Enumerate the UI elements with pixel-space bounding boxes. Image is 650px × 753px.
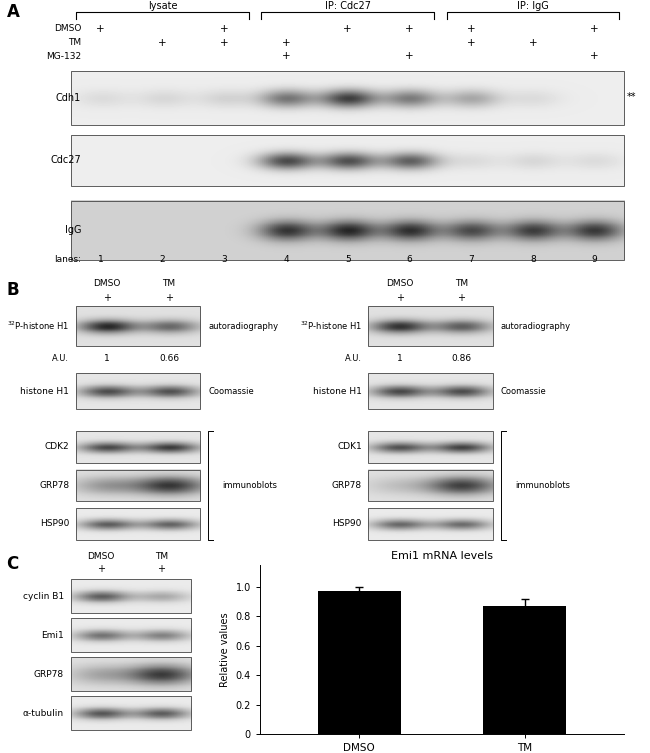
- Text: Cdc27: Cdc27: [51, 155, 81, 165]
- Text: TM: TM: [162, 279, 176, 288]
- Text: 2: 2: [160, 255, 165, 264]
- Bar: [369, 306, 493, 346]
- Text: lysate: lysate: [148, 1, 177, 11]
- Text: B: B: [6, 282, 19, 300]
- Text: Coomassie: Coomassie: [208, 387, 254, 396]
- Text: +: +: [97, 565, 105, 575]
- Text: GRP78: GRP78: [34, 669, 64, 678]
- Text: Emi1: Emi1: [42, 631, 64, 640]
- Text: 0.86: 0.86: [452, 354, 471, 363]
- Bar: [76, 431, 200, 463]
- Text: Cdh1: Cdh1: [56, 93, 81, 103]
- Text: +: +: [343, 24, 352, 34]
- Text: HSP90: HSP90: [40, 520, 70, 529]
- Text: MG-132: MG-132: [46, 52, 81, 61]
- Text: +: +: [281, 51, 291, 61]
- Text: +: +: [528, 38, 538, 47]
- Text: 3: 3: [222, 255, 227, 264]
- Text: $^{32}$P-histone H1: $^{32}$P-histone H1: [7, 320, 70, 332]
- Text: TM: TM: [155, 553, 168, 562]
- Text: +: +: [103, 293, 111, 303]
- Text: 9: 9: [592, 255, 597, 264]
- Text: CDK1: CDK1: [337, 443, 362, 452]
- Text: +: +: [405, 51, 414, 61]
- Bar: [71, 657, 192, 691]
- Text: α-tubulin: α-tubulin: [23, 709, 64, 718]
- Text: autoradiography: autoradiography: [500, 322, 571, 331]
- Text: A.U.: A.U.: [344, 354, 362, 363]
- Text: +: +: [220, 38, 229, 47]
- Bar: [369, 508, 493, 540]
- Text: GRP78: GRP78: [39, 481, 70, 490]
- Bar: [71, 696, 192, 730]
- Bar: [76, 306, 200, 346]
- Text: +: +: [590, 51, 599, 61]
- Bar: [71, 200, 625, 260]
- Text: 4: 4: [283, 255, 289, 264]
- Text: immunoblots: immunoblots: [515, 481, 570, 490]
- Bar: [484, 606, 566, 734]
- Text: histone H1: histone H1: [20, 387, 70, 396]
- Bar: [71, 72, 625, 125]
- Text: DMSO: DMSO: [54, 24, 81, 33]
- Text: +: +: [396, 293, 404, 303]
- Text: 8: 8: [530, 255, 536, 264]
- Text: CDK2: CDK2: [45, 443, 70, 452]
- Text: 1: 1: [397, 354, 402, 363]
- Text: +: +: [458, 293, 465, 303]
- Text: +: +: [405, 24, 414, 34]
- Text: +: +: [220, 24, 229, 34]
- Text: autoradiography: autoradiography: [208, 322, 278, 331]
- Y-axis label: Relative values: Relative values: [220, 612, 230, 687]
- Text: GRP78: GRP78: [332, 481, 362, 490]
- Text: immunoblots: immunoblots: [222, 481, 278, 490]
- Text: 1: 1: [98, 255, 103, 264]
- Text: +: +: [165, 293, 173, 303]
- Text: 7: 7: [469, 255, 474, 264]
- Text: TM: TM: [455, 279, 468, 288]
- Bar: [318, 591, 400, 734]
- Bar: [71, 618, 192, 652]
- Title: Emi1 mRNA levels: Emi1 mRNA levels: [391, 551, 493, 561]
- Text: +: +: [157, 565, 165, 575]
- Text: A: A: [6, 3, 20, 21]
- Text: DMSO: DMSO: [386, 279, 413, 288]
- Bar: [71, 579, 192, 613]
- Bar: [369, 470, 493, 501]
- Text: IgG: IgG: [65, 225, 81, 235]
- Text: +: +: [281, 38, 291, 47]
- Text: Coomassie: Coomassie: [500, 387, 547, 396]
- Text: DMSO: DMSO: [94, 279, 121, 288]
- Text: 0.66: 0.66: [159, 354, 179, 363]
- Text: IP: IgG: IP: IgG: [517, 1, 549, 11]
- Text: TM: TM: [68, 38, 81, 47]
- Text: 5: 5: [345, 255, 350, 264]
- Bar: [76, 470, 200, 501]
- Bar: [76, 508, 200, 540]
- Text: C: C: [6, 556, 19, 574]
- Text: +: +: [158, 38, 167, 47]
- Text: +: +: [590, 24, 599, 34]
- Text: cyclin B1: cyclin B1: [23, 592, 64, 601]
- Bar: [71, 135, 625, 185]
- Text: $^{32}$P-histone H1: $^{32}$P-histone H1: [300, 320, 362, 332]
- Text: DMSO: DMSO: [87, 553, 114, 562]
- Text: histone H1: histone H1: [313, 387, 362, 396]
- Bar: [76, 373, 200, 409]
- Bar: [369, 373, 493, 409]
- Text: +: +: [467, 38, 476, 47]
- Text: 1: 1: [105, 354, 110, 363]
- Text: A.U.: A.U.: [52, 354, 70, 363]
- Text: **: **: [627, 92, 636, 102]
- Bar: [369, 431, 493, 463]
- Text: HSP90: HSP90: [332, 520, 362, 529]
- Text: +: +: [467, 24, 476, 34]
- Text: IP: Cdc27: IP: Cdc27: [325, 1, 370, 11]
- Text: lanes:: lanes:: [54, 255, 81, 264]
- Text: 6: 6: [407, 255, 412, 264]
- Text: +: +: [96, 24, 105, 34]
